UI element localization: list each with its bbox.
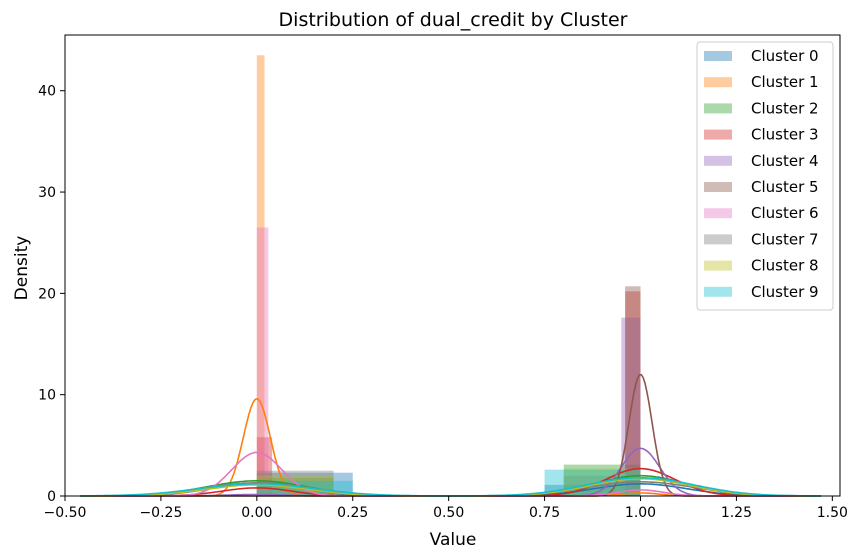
legend-swatch-cluster-9 (704, 286, 732, 297)
histogram-bar-cluster-1-1 (632, 491, 641, 496)
legend-label-cluster-4: Cluster 4 (751, 152, 819, 170)
histogram-bar-cluster-1-0 (256, 55, 265, 497)
kde-line-cluster-1 (80, 397, 821, 497)
y-tick-label: 0 (47, 489, 56, 505)
histogram-bar-cluster-5-1 (625, 286, 641, 496)
y-tick-label: 40 (38, 84, 56, 100)
chart-title: Distribution of dual_credit by Cluster (279, 9, 628, 31)
bars-layer (256, 55, 641, 497)
x-axis-ticks: −0.50 −0.25 0.00 0.25 0.50 0.75 1.00 1.25 1.50 (44, 496, 848, 521)
legend-label-cluster-3: Cluster 3 (751, 126, 819, 144)
legend-swatch-cluster-1 (704, 77, 732, 88)
y-tick-label: 30 (38, 185, 56, 201)
y-tick-label: 10 (38, 388, 56, 404)
legend-label-cluster-5: Cluster 5 (751, 178, 819, 196)
legend-swatch-cluster-4 (704, 155, 732, 166)
legend-label-cluster-1: Cluster 1 (751, 73, 819, 91)
x-tick-label: 1.50 (817, 505, 848, 521)
legend-label-cluster-7: Cluster 7 (751, 230, 819, 248)
legend-label-cluster-8: Cluster 8 (751, 257, 819, 275)
histogram-bar-cluster-3-1 (625, 291, 641, 496)
x-tick-label: 0.50 (433, 505, 464, 521)
y-axis-ticks: 0 10 20 30 40 (38, 84, 65, 505)
x-axis-label: Value (430, 530, 477, 550)
legend-label-cluster-2: Cluster 2 (751, 99, 819, 117)
x-tick-label: −0.50 (44, 505, 87, 521)
legend-swatch-cluster-6 (704, 208, 732, 219)
histogram-bar-cluster-6-0 (256, 227, 269, 496)
kde-line-cluster-5 (80, 373, 821, 497)
histogram-bar-cluster-0-1 (544, 484, 641, 496)
legend-label-cluster-9: Cluster 9 (751, 283, 819, 301)
kde-line-cluster-9 (80, 476, 821, 497)
legend-label-cluster-0: Cluster 0 (751, 47, 819, 65)
x-tick-label: −0.25 (139, 505, 182, 521)
y-tick-label: 20 (38, 286, 56, 302)
legend-box (696, 41, 834, 311)
legend: Cluster 0 Cluster 1 Cluster 2 Cluster 3 Clus… (696, 41, 834, 311)
legend-swatch-cluster-2 (704, 103, 732, 114)
legend-label-cluster-6: Cluster 6 (751, 204, 819, 222)
legend-swatch-cluster-8 (704, 260, 732, 271)
legend-swatch-cluster-0 (704, 51, 732, 61)
legend-swatch-cluster-7 (704, 234, 732, 245)
x-tick-label: 0.00 (241, 505, 272, 521)
y-axis-label: Density (12, 236, 32, 301)
legend-swatch-cluster-3 (704, 129, 732, 140)
kde-layer (80, 373, 821, 497)
x-tick-label: 1.00 (625, 505, 656, 521)
legend-swatch-cluster-5 (704, 182, 732, 192)
x-tick-label: 0.75 (529, 505, 560, 521)
x-tick-label: 1.25 (721, 505, 752, 521)
x-tick-label: 0.25 (337, 505, 368, 521)
axes-frame (64, 34, 841, 497)
